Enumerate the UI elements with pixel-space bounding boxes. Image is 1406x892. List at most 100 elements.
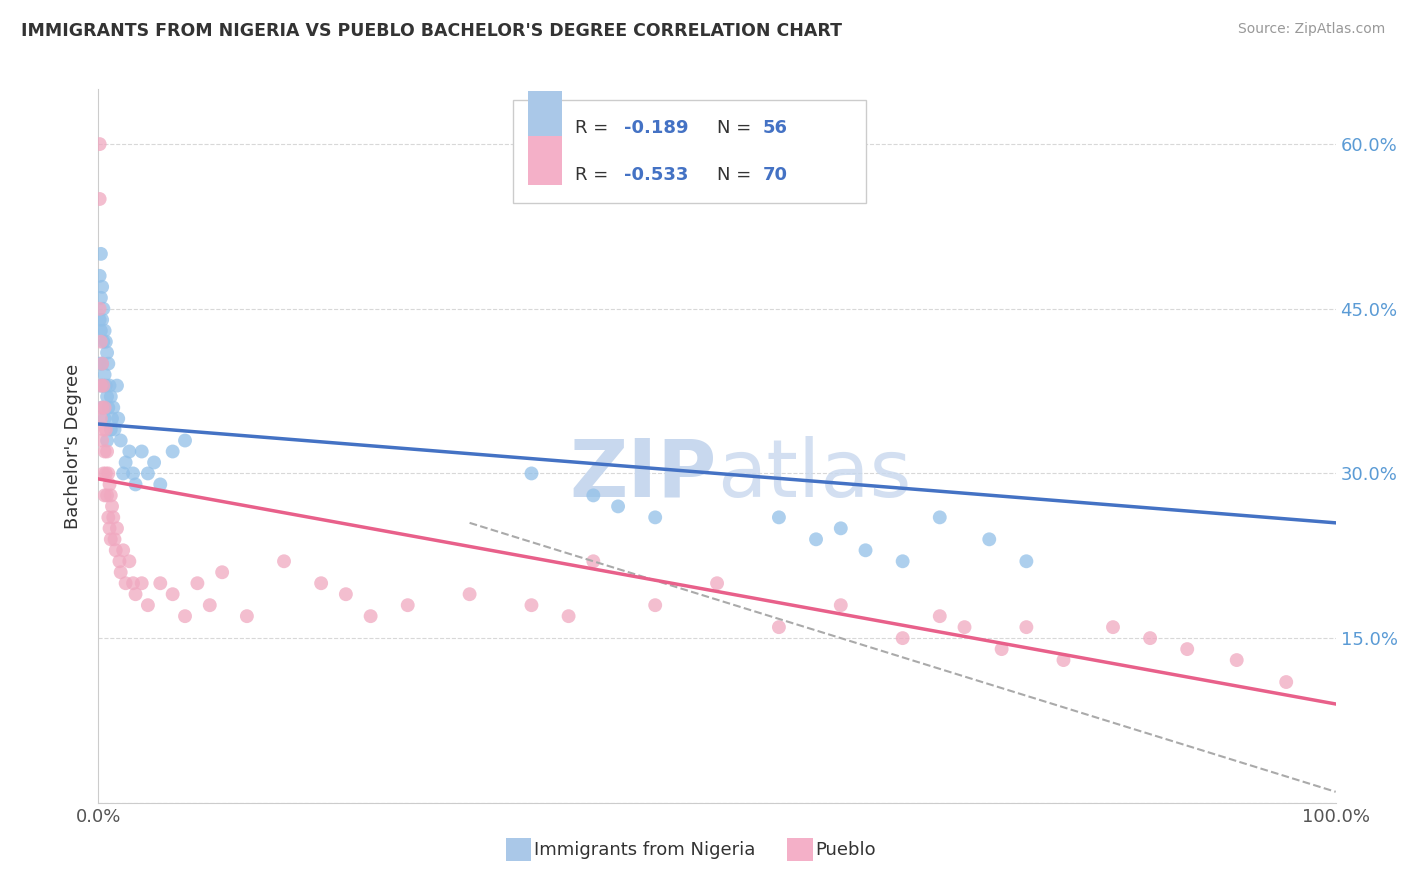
Y-axis label: Bachelor's Degree: Bachelor's Degree	[65, 363, 83, 529]
Point	[101, 411, 124, 425]
Point	[174, 434, 197, 448]
Point	[143, 455, 166, 469]
Point	[855, 543, 877, 558]
Point	[186, 576, 208, 591]
Point	[557, 609, 579, 624]
Text: IMMIGRANTS FROM NIGERIA VS PUEBLO BACHELOR'S DEGREE CORRELATION CHART: IMMIGRANTS FROM NIGERIA VS PUEBLO BACHEL…	[21, 22, 842, 40]
Point	[928, 609, 950, 624]
Point	[1226, 653, 1249, 667]
Point	[103, 401, 125, 415]
Point	[114, 455, 136, 469]
Point	[830, 521, 852, 535]
Point	[104, 543, 127, 558]
Point	[90, 334, 112, 349]
Point	[124, 587, 146, 601]
Point	[928, 510, 950, 524]
Point	[98, 477, 121, 491]
Point	[94, 423, 117, 437]
Point	[93, 488, 115, 502]
Point	[131, 444, 153, 458]
Point	[768, 620, 790, 634]
Text: Immigrants from Nigeria: Immigrants from Nigeria	[534, 841, 755, 859]
Point	[1275, 675, 1298, 690]
Point	[360, 609, 382, 624]
Text: Pueblo: Pueblo	[815, 841, 876, 859]
Point	[97, 357, 120, 371]
FancyBboxPatch shape	[527, 136, 562, 185]
Point	[91, 434, 114, 448]
Point	[1139, 631, 1161, 645]
Point	[91, 357, 114, 371]
Point	[273, 554, 295, 568]
Point	[644, 598, 666, 612]
Point	[90, 324, 112, 338]
Point	[96, 488, 118, 502]
Point	[124, 477, 146, 491]
Point	[93, 368, 115, 382]
Point	[520, 598, 543, 612]
Point	[1102, 620, 1125, 634]
Point	[105, 378, 128, 392]
Point	[979, 533, 1001, 547]
Point	[891, 554, 914, 568]
Point	[236, 609, 259, 624]
Point	[103, 510, 125, 524]
Point	[90, 291, 112, 305]
Point	[953, 620, 976, 634]
Point	[108, 554, 131, 568]
Point	[90, 411, 112, 425]
Point	[96, 390, 118, 404]
Point	[98, 378, 121, 392]
Point	[309, 576, 332, 591]
Point	[891, 631, 914, 645]
Point	[93, 324, 115, 338]
Point	[89, 192, 111, 206]
Point	[607, 500, 630, 514]
Point	[91, 312, 114, 326]
Point	[93, 467, 115, 481]
Point	[131, 576, 153, 591]
Text: atlas: atlas	[717, 435, 911, 514]
Point	[96, 345, 118, 359]
Point	[96, 434, 118, 448]
Point	[93, 401, 115, 415]
FancyBboxPatch shape	[527, 91, 562, 139]
Point	[103, 533, 125, 547]
Point	[89, 268, 111, 283]
Point	[91, 401, 114, 415]
Point	[91, 357, 114, 371]
Point	[93, 301, 115, 316]
Point	[89, 357, 111, 371]
Point	[93, 423, 115, 437]
Point	[830, 598, 852, 612]
Point	[990, 642, 1012, 657]
Text: -0.533: -0.533	[624, 167, 689, 185]
Point	[89, 312, 111, 326]
Point	[94, 334, 117, 349]
Point	[149, 477, 172, 491]
Text: N =: N =	[717, 167, 756, 185]
Point	[93, 378, 115, 392]
Point	[458, 587, 481, 601]
Point	[97, 467, 120, 481]
Point	[91, 280, 114, 294]
Text: Source: ZipAtlas.com: Source: ZipAtlas.com	[1237, 22, 1385, 37]
Point	[211, 566, 233, 580]
Point	[90, 378, 112, 392]
Point	[98, 521, 121, 535]
Point	[136, 467, 159, 481]
Point	[93, 378, 115, 392]
Point	[582, 554, 605, 568]
Point	[520, 467, 543, 481]
Point	[101, 500, 124, 514]
Point	[103, 423, 125, 437]
Point	[706, 576, 728, 591]
Point	[112, 467, 135, 481]
Point	[198, 598, 221, 612]
Text: 56: 56	[763, 119, 787, 136]
Point	[122, 467, 145, 481]
Text: R =: R =	[575, 167, 614, 185]
Point	[112, 543, 135, 558]
Point	[93, 444, 115, 458]
Point	[644, 510, 666, 524]
